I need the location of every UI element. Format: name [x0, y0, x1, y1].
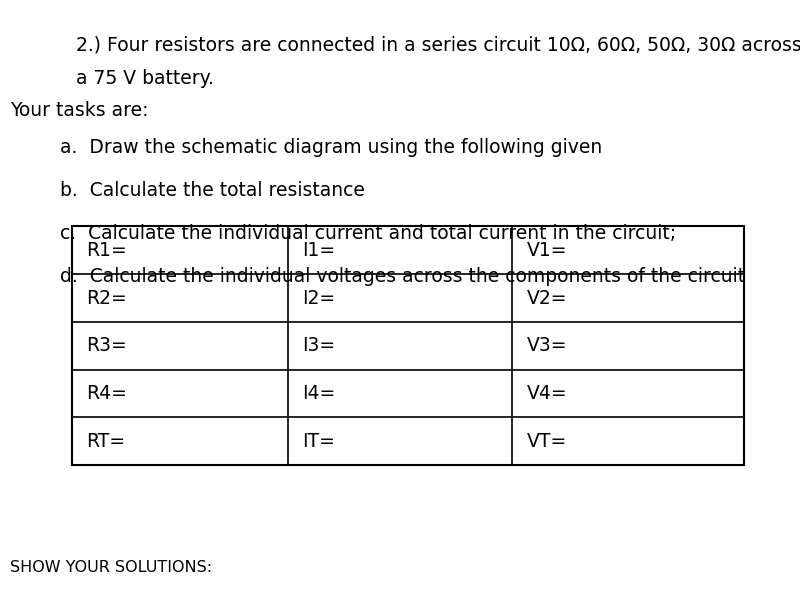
Text: R4=: R4=: [86, 384, 127, 403]
Text: SHOW YOUR SOLUTIONS:: SHOW YOUR SOLUTIONS:: [10, 560, 212, 575]
Text: a 75 V battery.: a 75 V battery.: [76, 69, 214, 88]
Text: V1=: V1=: [526, 241, 567, 260]
Text: I4=: I4=: [302, 384, 336, 403]
Text: IT=: IT=: [302, 432, 335, 451]
Text: V3=: V3=: [526, 336, 567, 355]
Text: I3=: I3=: [302, 336, 335, 355]
Text: R3=: R3=: [86, 336, 127, 355]
Bar: [72, 226, 744, 465]
Text: R1=: R1=: [86, 241, 127, 260]
Text: V4=: V4=: [526, 384, 567, 403]
Text: b.  Calculate the total resistance: b. Calculate the total resistance: [60, 181, 365, 200]
Text: I2=: I2=: [302, 288, 335, 308]
Text: d.  Calculate the individual voltages across the components of the circuit: d. Calculate the individual voltages acr…: [60, 267, 745, 286]
Text: RT=: RT=: [86, 432, 126, 451]
Text: Your tasks are:: Your tasks are:: [10, 101, 148, 120]
Text: VT=: VT=: [526, 432, 566, 451]
Text: 2.) Four resistors are connected in a series circuit 10Ω, 60Ω, 50Ω, 30Ω across: 2.) Four resistors are connected in a se…: [76, 36, 800, 55]
Text: R2=: R2=: [86, 288, 127, 308]
Text: a.  Draw the schematic diagram using the following given: a. Draw the schematic diagram using the …: [60, 138, 602, 157]
Text: I1=: I1=: [302, 241, 335, 260]
Text: c.  Calculate the individual current and total current in the circuit;: c. Calculate the individual current and …: [60, 224, 676, 243]
Text: V2=: V2=: [526, 288, 567, 308]
